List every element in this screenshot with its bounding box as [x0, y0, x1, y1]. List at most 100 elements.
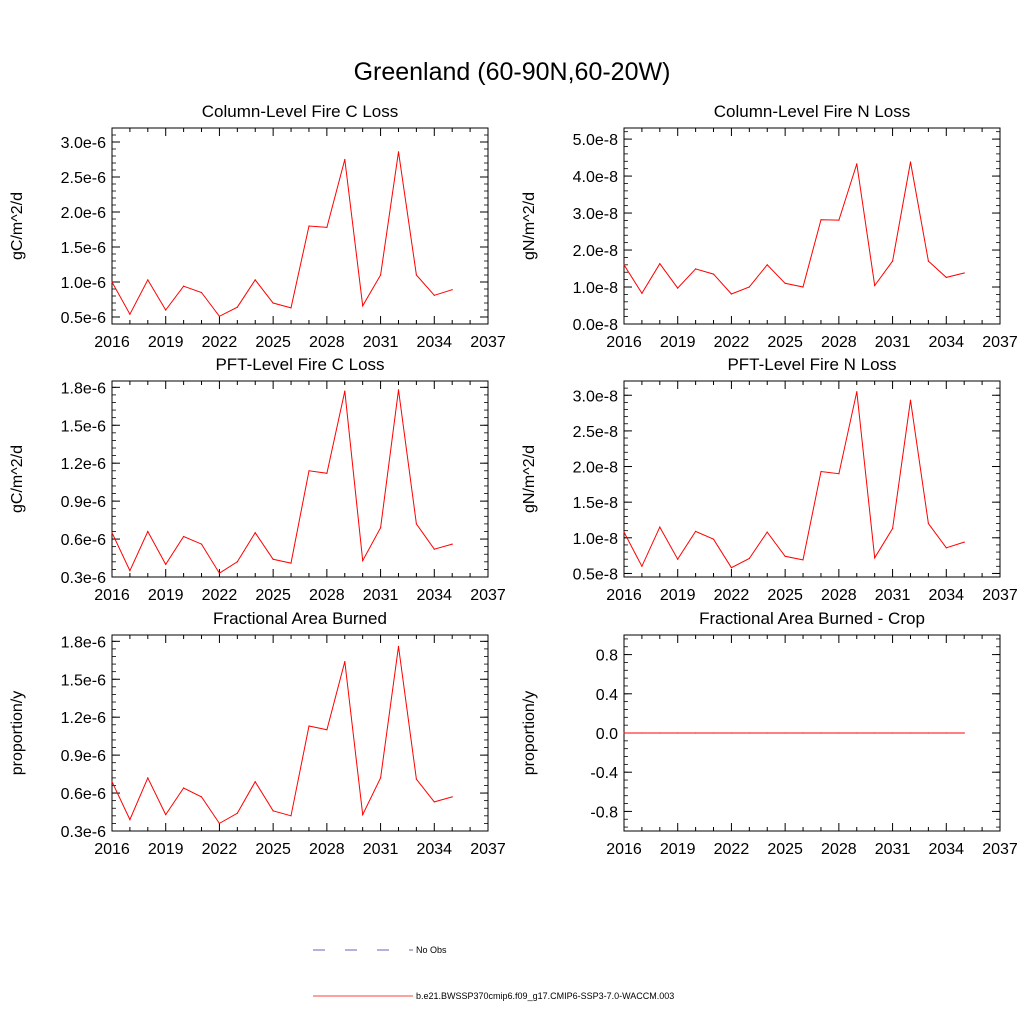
- legend-model-label: b.e21.BWSSP370cmip6.f09_g17.CMIP6-SSP3-7…: [416, 991, 674, 1001]
- data-point: [397, 645, 400, 648]
- y-tick-label: 2.0e-8: [573, 460, 618, 477]
- data-point: [712, 273, 715, 275]
- y-tick-label: 1.5e-8: [573, 495, 618, 512]
- chart-panel-4: PFT-Level Fire N Loss gN/m^2/d 2016 2019 202…: [521, 355, 1018, 604]
- data-point: [892, 527, 894, 530]
- data-point: [433, 801, 435, 803]
- data-point: [730, 293, 733, 295]
- data-point: [236, 561, 238, 563]
- data-point: [433, 294, 435, 296]
- data-point: [183, 787, 185, 789]
- data-point: [784, 282, 786, 284]
- data-point: [802, 286, 804, 288]
- x-tick-label: 2031: [363, 841, 399, 858]
- y-axis-label: gN/m^2/d: [521, 192, 538, 260]
- y-tick-label: 1.8e-6: [61, 380, 106, 397]
- data-point: [218, 572, 220, 574]
- x-tick-label: 2025: [767, 841, 803, 858]
- data-point: [641, 732, 643, 734]
- y-axis-label: gC/m^2/d: [9, 192, 26, 260]
- data-point: [748, 286, 750, 288]
- y-tick-label: 2.0e-6: [61, 205, 106, 222]
- data-point: [820, 470, 822, 473]
- y-tick-label: 1.0e-8: [573, 280, 618, 297]
- x-tick-label: 2034: [928, 587, 964, 604]
- data-point: [308, 725, 310, 727]
- data-point: [641, 292, 643, 294]
- x-tick-label: 2025: [255, 587, 291, 604]
- data-point: [362, 305, 364, 307]
- y-tick-label: 5.0e-8: [573, 132, 618, 149]
- chart-panel-1: Column-Level Fire C Loss gC/m^2/d 2016 2019…: [9, 102, 506, 351]
- x-tick-label: 2022: [202, 587, 238, 604]
- chart-panel-6: Fractional Area Burned - Crop proportion/…: [521, 609, 1018, 858]
- data-point: [784, 555, 786, 557]
- y-tick-label: 1.5e-6: [61, 240, 106, 257]
- data-point: [218, 315, 220, 317]
- x-tick-label: 2028: [821, 334, 857, 351]
- y-tick-label: 3.0e-8: [573, 388, 618, 405]
- data-point: [963, 272, 965, 274]
- data-point: [838, 219, 840, 221]
- y-axis-label: gC/m^2/d: [9, 445, 26, 513]
- panel-title: Fractional Area Burned - Crop: [699, 609, 925, 628]
- x-tick-label: 2034: [928, 841, 964, 858]
- x-tick-label: 2022: [714, 587, 750, 604]
- data-point: [623, 531, 625, 533]
- data-point: [730, 567, 733, 569]
- y-axis-label: proportion/y: [521, 691, 538, 776]
- x-tick-label: 2016: [94, 334, 130, 351]
- data-point: [308, 225, 310, 227]
- y-tick-label: 2.5e-8: [573, 424, 618, 441]
- y-tick-label: 0.5e-8: [573, 566, 618, 583]
- data-point: [695, 268, 697, 270]
- x-tick-label: 2019: [148, 587, 184, 604]
- x-tick-label: 2037: [982, 334, 1018, 351]
- data-point: [129, 570, 131, 572]
- data-point: [111, 781, 113, 783]
- data-point: [802, 559, 804, 561]
- data-point: [695, 732, 697, 734]
- series-line: [623, 391, 965, 569]
- series-line: [111, 151, 453, 317]
- x-tick-label: 2028: [309, 334, 345, 351]
- data-point: [415, 523, 417, 525]
- data-point: [766, 531, 768, 533]
- data-point: [712, 538, 715, 540]
- x-tick-label: 2025: [767, 334, 803, 351]
- data-point: [290, 562, 292, 564]
- x-tick-label: 2031: [875, 841, 911, 858]
- x-tick-label: 2034: [928, 334, 964, 351]
- data-point: [380, 274, 382, 276]
- data-point: [344, 661, 346, 663]
- y-axis-label: gN/m^2/d: [521, 445, 538, 513]
- plot-frame: [623, 127, 1001, 325]
- data-point: [415, 778, 417, 780]
- x-tick-label: 2019: [660, 841, 696, 858]
- x-tick-label: 2019: [660, 587, 696, 604]
- y-tick-label: 0.9e-6: [61, 494, 106, 511]
- data-point: [927, 522, 930, 525]
- data-point: [766, 264, 768, 266]
- data-point: [165, 563, 167, 566]
- data-point: [165, 814, 167, 816]
- y-tick-label: 0.3e-6: [61, 570, 106, 587]
- data-point: [362, 560, 364, 562]
- x-tick-label: 2025: [255, 841, 291, 858]
- data-point: [147, 279, 149, 281]
- y-tick-label: 0.8: [596, 648, 618, 665]
- main-title: Greenland (60-90N,60-20W): [354, 58, 671, 86]
- y-tick-label: 1.2e-6: [61, 710, 106, 727]
- data-point: [909, 161, 912, 163]
- data-point: [659, 263, 661, 265]
- series-line: [623, 161, 965, 295]
- y-tick-label: 0.6e-6: [61, 532, 106, 549]
- y-tick-label: 3.0e-6: [61, 135, 106, 152]
- y-tick-label: 1.5e-6: [61, 672, 106, 689]
- data-point: [659, 526, 661, 528]
- data-point: [856, 732, 858, 734]
- data-point: [802, 732, 804, 734]
- x-tick-label: 2025: [255, 334, 291, 351]
- data-point: [451, 543, 453, 545]
